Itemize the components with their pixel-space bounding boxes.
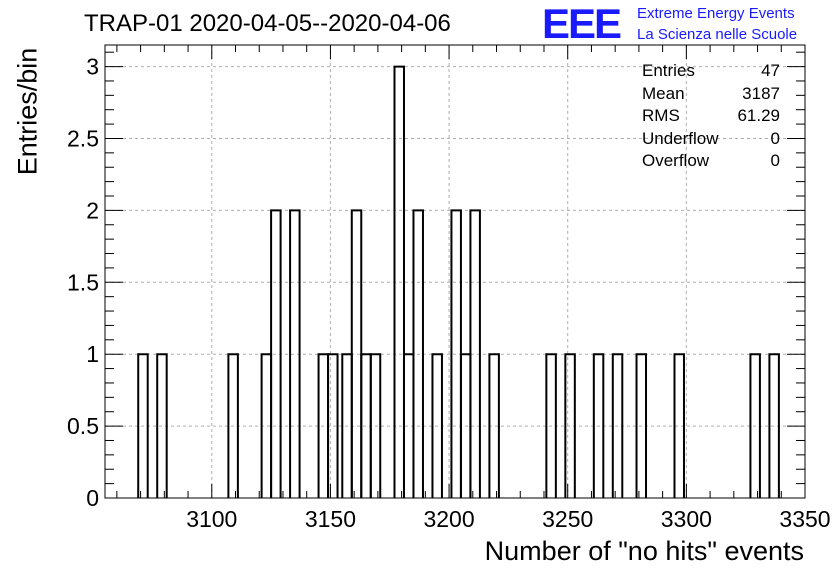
x-tick-label: 3250 — [542, 506, 593, 532]
y-tick-label: 3 — [86, 54, 99, 80]
stat-row-underflow: Underflow 0 — [642, 128, 780, 151]
stat-label: Entries — [642, 61, 695, 80]
histogram-bin — [469, 209, 481, 498]
x-tick-label: 3300 — [661, 506, 712, 532]
y-tick-label: 2.5 — [67, 125, 99, 151]
stat-row-mean: Mean 3187 — [642, 83, 780, 106]
stat-label: RMS — [642, 106, 680, 125]
x-tick-label: 3350 — [779, 506, 830, 532]
axis-ticks — [105, 45, 806, 499]
logo-line-1: Extreme Energy Events — [637, 5, 795, 22]
histogram-bin — [635, 353, 648, 498]
histogram-bin — [270, 209, 282, 498]
histogram-bin — [412, 209, 424, 498]
x-tick-label: 3200 — [423, 506, 474, 532]
histogram-bars — [137, 65, 780, 498]
y-tick-label: 2 — [86, 197, 99, 223]
logo-letters: EEE — [542, 0, 622, 47]
y-tick-label: 1.5 — [67, 269, 99, 295]
stat-row-entries: Entries 47 — [642, 60, 780, 83]
eee-logo: EEE Extreme Energy Events La Scienza nel… — [542, 0, 832, 47]
y-tick-label: 1 — [86, 341, 99, 367]
histogram-bin — [369, 353, 382, 498]
stat-value: 0 — [770, 151, 780, 170]
histogram-bin — [289, 209, 301, 498]
histogram-bin — [545, 353, 557, 498]
histogram-bin — [137, 353, 149, 498]
y-tick-label: 0 — [86, 485, 99, 511]
histogram-bin — [611, 353, 624, 498]
histogram-bin — [592, 353, 605, 498]
x-tick-label: 3100 — [186, 506, 237, 532]
histogram-bin — [673, 353, 685, 498]
stat-value: 61.29 — [737, 106, 780, 125]
y-tick-label: 0.5 — [67, 413, 99, 439]
histogram-bin — [227, 353, 239, 498]
stat-value: 3187 — [742, 83, 780, 103]
stat-value: 0 — [770, 128, 780, 148]
x-tick-label: 3150 — [305, 506, 356, 532]
histogram-bin — [431, 353, 443, 498]
stat-value: 47 — [761, 61, 780, 80]
histogram-bin — [768, 353, 780, 498]
chart-title: TRAP-01 2020-04-05--2020-04-06 — [84, 10, 451, 37]
x-axis-label: Number of "no hits" events — [484, 536, 804, 566]
stat-label: Underflow — [642, 128, 719, 148]
stat-row-overflow: Overflow 0 — [642, 150, 780, 173]
histogram-bin — [327, 353, 339, 498]
logo-line-2: La Scienza nelle Scuole — [637, 26, 798, 43]
grid-lines — [105, 45, 805, 498]
histogram-bin — [749, 353, 761, 498]
histogram-bin — [564, 353, 576, 498]
histogram-bin — [393, 65, 405, 498]
y-axis-label: Entries/bin — [12, 47, 43, 176]
stats-box: Entries 47 Mean 3187 RMS 61.29 Underflow… — [642, 60, 780, 173]
tick-labels: 0 0.5 1 1.5 2 2.5 3 3100 3150 3200 3250 3300 3350 — [67, 54, 831, 532]
plot-frame — [104, 44, 806, 499]
stat-label: Overflow — [642, 151, 710, 170]
histogram-bin — [488, 353, 500, 498]
stat-label: Mean — [642, 83, 685, 103]
histogram-bin — [156, 353, 168, 498]
stat-row-rms: RMS 61.29 — [642, 105, 780, 128]
